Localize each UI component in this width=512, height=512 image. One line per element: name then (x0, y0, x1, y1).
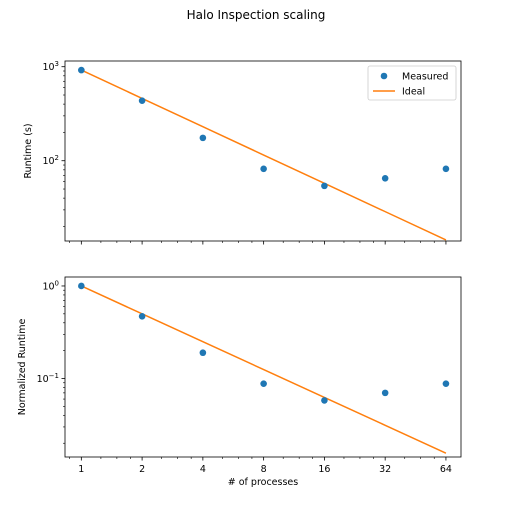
normalized-x-axis-label: # of processes (228, 477, 299, 488)
legend-label-ideal: Ideal (402, 87, 425, 98)
runtime-plot-frame (64, 60, 462, 242)
runtime-axes: 102 103 Runtime (s) Measured Ideal (23, 60, 462, 245)
normalized-y-tick-label: 100 (42, 279, 59, 292)
normalized-plot-frame (64, 276, 462, 458)
normalized-y-axis-label: Normalized Runtime (17, 319, 28, 416)
runtime-measured-point (442, 165, 450, 173)
normalized-x-tick-label: 2 (139, 464, 145, 475)
normalized-x-tick-label: 16 (318, 464, 330, 475)
figure-title: Halo Inspection scaling (187, 8, 326, 22)
normalized-y-tick-label: 10−1 (37, 372, 59, 385)
runtime-measured-point (381, 175, 389, 182)
normalized-measured-point (199, 349, 207, 357)
runtime-measured-point (138, 97, 146, 104)
legend-measured-marker (380, 72, 388, 80)
normalized-measured-point (138, 313, 146, 320)
runtime-y-tick-label: 103 (42, 60, 59, 73)
runtime-measured-point (78, 66, 85, 74)
runtime-measured-point (321, 182, 328, 190)
normalized-x-tick-label: 32 (379, 464, 391, 475)
normalized-measured-point (321, 397, 328, 404)
runtime-y-tick-label: 102 (42, 154, 59, 167)
legend-label-measured: Measured (402, 72, 448, 83)
normalized-x-tick-label: 4 (200, 464, 206, 475)
normalized-measured-point (442, 380, 450, 387)
runtime-y-axis-label: Runtime (s) (23, 123, 34, 178)
runtime-measured-point (199, 134, 207, 142)
normalized-x-tick-label: 64 (440, 464, 452, 475)
normalized-x-tick-label: 1 (78, 464, 84, 475)
normalized-x-tick-label: 8 (261, 464, 267, 475)
normalized-runtime-axes: 1 2 4 8 16 32 64 10−1 100 Normalized Runtime # of … (17, 276, 462, 488)
runtime-legend: Measured Ideal (367, 65, 457, 101)
normalized-measured-point (381, 389, 389, 397)
normalized-measured-point (78, 282, 85, 290)
normalized-ideal-line (81, 285, 447, 454)
runtime-measured-point (260, 165, 267, 173)
normalized-measured-point (260, 380, 267, 387)
